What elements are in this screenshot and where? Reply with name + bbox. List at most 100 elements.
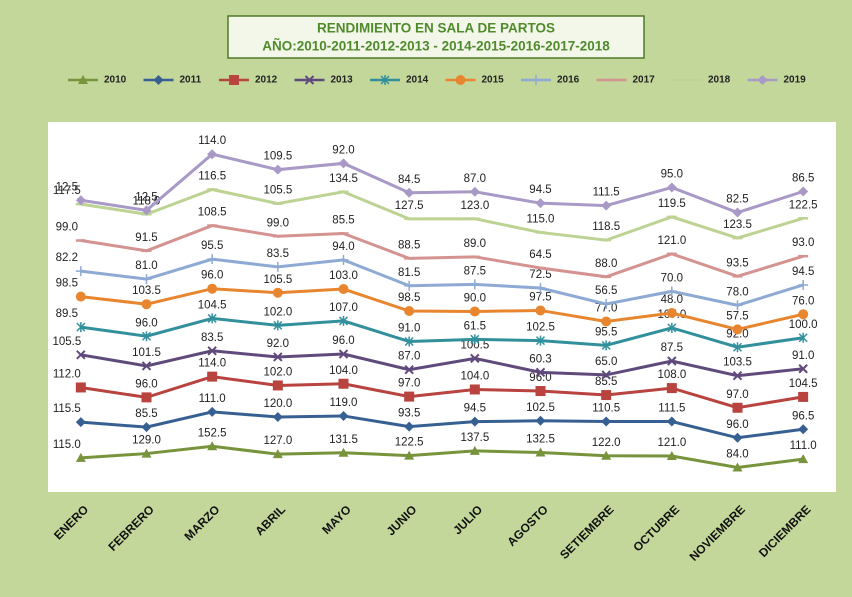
data-label: 110.5 (592, 403, 620, 415)
data-label: 96.0 (726, 419, 748, 431)
data-label: 97.0 (398, 378, 420, 390)
marker (732, 342, 743, 353)
marker (338, 447, 349, 457)
data-label: 132.5 (526, 434, 555, 446)
marker (667, 356, 677, 366)
data-label: 116.5 (198, 171, 226, 183)
series-line (80, 316, 804, 349)
data-label: 103.5 (132, 285, 161, 297)
marker (666, 451, 677, 461)
marker (141, 448, 152, 458)
marker (273, 352, 283, 362)
data-label: 134.5 (329, 173, 358, 185)
marker (338, 315, 349, 326)
marker (207, 371, 218, 382)
series-line (80, 224, 804, 279)
series-line (80, 410, 804, 440)
data-label: 87.5 (661, 342, 683, 354)
marker (469, 279, 480, 290)
marker (798, 364, 808, 374)
data-label: 70.0 (661, 272, 683, 284)
data-label: 129.0 (132, 435, 161, 447)
marker (338, 284, 349, 295)
series-line (80, 287, 804, 331)
marker (141, 299, 152, 310)
marker (272, 261, 283, 272)
data-label: 95.5 (201, 240, 223, 252)
series-line (80, 375, 804, 410)
data-label: 111.0 (790, 440, 817, 452)
data-label: 94.5 (464, 403, 486, 415)
marker (141, 274, 152, 285)
marker (207, 406, 218, 417)
data-label: 104.5 (789, 378, 818, 390)
marker (75, 417, 86, 428)
data-label: 123.5 (723, 219, 752, 231)
marker (469, 186, 480, 197)
data-label: 104.0 (460, 371, 489, 383)
marker (207, 441, 218, 451)
data-label: 78.0 (726, 286, 748, 298)
data-label: 111.0 (199, 393, 226, 405)
marker (207, 313, 217, 324)
data-label: 99.0 (56, 222, 78, 234)
marker (338, 158, 349, 169)
marker (404, 187, 415, 198)
data-label: 85.5 (595, 376, 617, 388)
data-label: 85.5 (135, 408, 157, 420)
marker (404, 280, 415, 291)
data-label: 82.2 (56, 252, 78, 264)
data-label: 82.5 (726, 194, 748, 206)
legend-marker (78, 75, 88, 84)
data-label: 123.0 (460, 200, 489, 212)
marker (732, 432, 743, 443)
legend-marker (757, 75, 768, 85)
data-label: 111.5 (593, 187, 620, 199)
data-label: 119.0 (330, 397, 358, 409)
marker (535, 305, 546, 316)
legend-label: 2010 (104, 75, 127, 86)
series-line (80, 257, 804, 307)
legend-label: 2015 (482, 75, 505, 86)
marker (601, 450, 612, 460)
legend-marker (229, 75, 239, 85)
marker (601, 200, 612, 211)
data-label: 115.0 (53, 439, 81, 451)
marker (207, 149, 218, 160)
marker (207, 283, 218, 294)
marker (141, 331, 152, 342)
data-label: 83.5 (201, 332, 223, 344)
marker (141, 361, 152, 371)
marker (601, 299, 612, 310)
marker (732, 207, 743, 218)
title-box (227, 15, 645, 59)
data-label: 121.0 (657, 437, 686, 449)
data-label: 91.0 (398, 323, 420, 335)
data-label: 64.5 (529, 249, 551, 261)
data-label: 105.5 (52, 336, 81, 348)
marker (141, 422, 152, 433)
marker (404, 306, 415, 317)
marker (732, 300, 743, 311)
data-label: 98.5 (56, 278, 78, 290)
marker (470, 353, 480, 364)
marker (273, 320, 283, 331)
data-label: 118.5 (592, 221, 620, 233)
data-label: 102.0 (263, 366, 292, 378)
marker (75, 266, 86, 277)
data-label: 96.0 (332, 335, 354, 347)
marker (666, 308, 677, 319)
data-label: 104.5 (198, 299, 227, 311)
data-label: 112.0 (53, 368, 81, 380)
data-label: 90.0 (464, 292, 486, 304)
data-label: 137.5 (460, 432, 489, 444)
series-line (80, 444, 804, 470)
data-label: 115.0 (527, 213, 555, 225)
data-label: 95.5 (595, 326, 617, 338)
marker (798, 391, 809, 402)
data-label: 111.5 (658, 403, 685, 415)
marker (404, 450, 415, 460)
marker (535, 282, 546, 293)
marker (75, 291, 86, 302)
series-line (80, 349, 804, 378)
